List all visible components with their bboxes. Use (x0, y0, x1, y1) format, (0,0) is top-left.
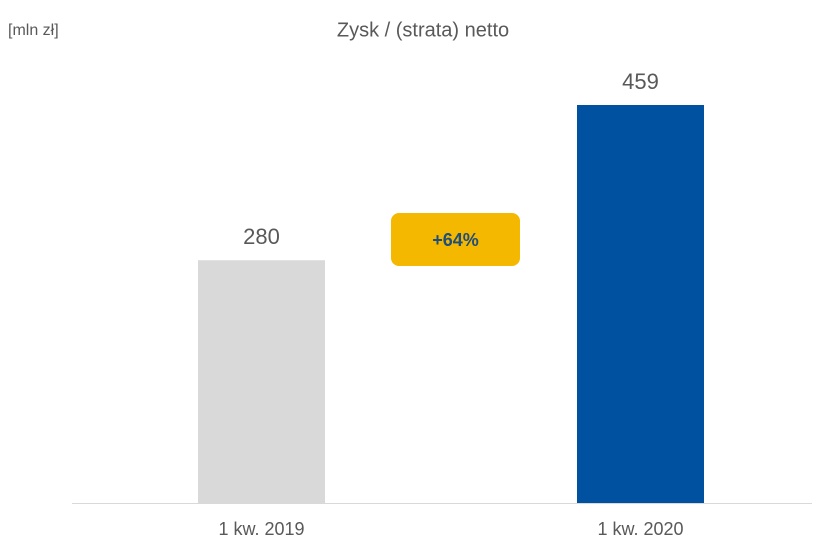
x-tick-label: 1 kw. 2019 (218, 519, 304, 539)
x-tick-label: 1 kw. 2020 (597, 519, 683, 539)
annotation-box (391, 213, 520, 266)
annotation-text: +64% (432, 230, 479, 250)
chart-title: Zysk / (strata) netto (337, 19, 509, 41)
unit-label: [mln zł] (8, 22, 59, 39)
value-label: 280 (243, 224, 280, 249)
value-label: 459 (622, 69, 659, 94)
bar (577, 105, 704, 503)
bar (198, 260, 325, 503)
